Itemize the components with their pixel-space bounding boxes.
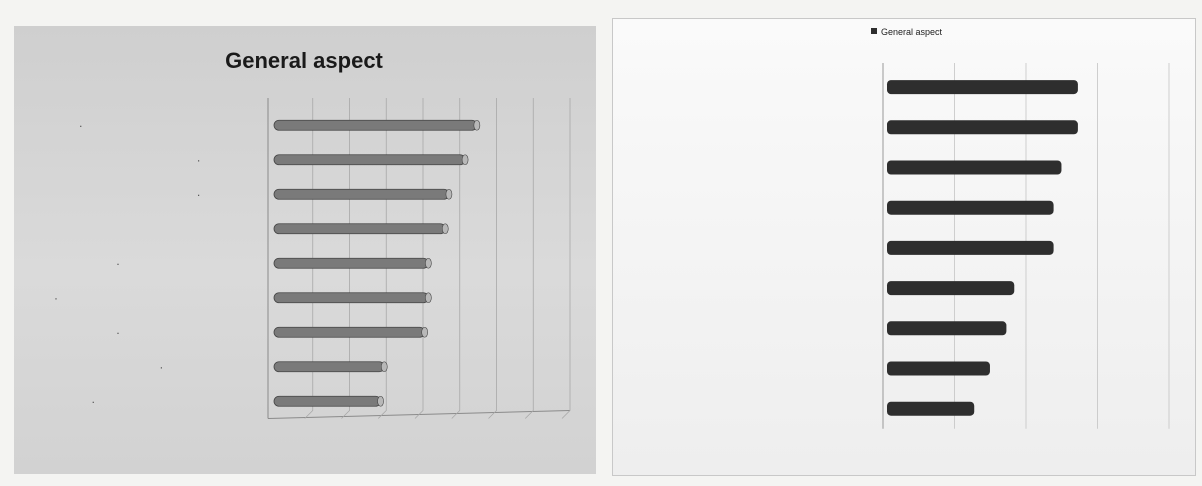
category-bullet: · <box>79 118 83 132</box>
chart-title: General aspect <box>225 48 383 73</box>
bar-group <box>273 188 453 200</box>
bar <box>887 80 1078 95</box>
bar-group <box>273 361 388 373</box>
category-bullet: · <box>54 291 58 305</box>
gridline <box>304 98 314 419</box>
gridline <box>377 98 387 419</box>
bar <box>273 154 466 166</box>
category-bullet: · <box>197 187 201 201</box>
bar <box>887 240 1054 255</box>
bar <box>887 361 990 376</box>
category-bullet: · <box>91 394 95 408</box>
bar <box>887 120 1078 135</box>
bar-group <box>273 154 469 166</box>
gridline <box>488 98 497 419</box>
bar <box>273 119 478 131</box>
bar-cap <box>425 257 432 269</box>
bar <box>887 160 1062 175</box>
category-bullet: · <box>159 360 163 374</box>
right-chart-svg: General aspect <box>871 27 1170 429</box>
bar <box>273 223 446 235</box>
gridline <box>341 98 350 419</box>
bar <box>273 395 381 407</box>
bar-group <box>273 119 481 131</box>
category-bullet: · <box>116 256 120 270</box>
gridline <box>561 98 571 419</box>
bar <box>273 257 429 269</box>
bar <box>273 188 450 200</box>
bar-group <box>273 223 449 235</box>
legend-swatch <box>871 28 877 34</box>
gridline <box>414 98 424 419</box>
bar-cap <box>445 188 453 200</box>
bar-cap <box>441 223 449 235</box>
left-chart-svg: General aspect ········· <box>54 48 571 419</box>
category-bullet: · <box>116 325 120 339</box>
gridline <box>524 98 534 419</box>
legend-label: General aspect <box>881 27 943 37</box>
bar <box>887 401 975 416</box>
bar <box>273 326 426 338</box>
bar-cap <box>377 395 384 407</box>
category-bullet: · <box>197 153 201 167</box>
bar-group <box>273 326 428 338</box>
bar-cap <box>425 292 432 304</box>
bar <box>273 361 385 373</box>
bar <box>887 281 1015 296</box>
bar-group <box>273 395 384 407</box>
bar-cap <box>421 326 428 338</box>
right-chart-panel: General aspect <box>612 18 1196 476</box>
bar-cap <box>473 119 481 131</box>
bar-group <box>273 292 432 304</box>
bar <box>887 321 1007 336</box>
gridline <box>451 98 461 419</box>
bar-cap <box>461 154 469 166</box>
bar <box>887 200 1054 215</box>
bar-group <box>273 257 432 269</box>
bar-cap <box>380 361 388 373</box>
left-chart-panel: General aspect ········· <box>14 26 596 474</box>
bar <box>273 292 429 304</box>
